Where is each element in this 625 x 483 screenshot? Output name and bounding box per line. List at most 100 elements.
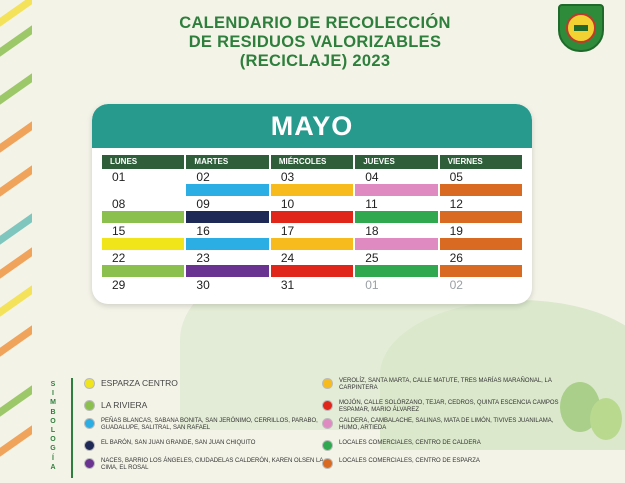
calendar-day-cell: 29 [102, 277, 184, 304]
legend-text: CALDERA, CAMBALACHE, SALINAS, MATA DE LI… [339, 418, 554, 431]
collection-color-bar [270, 184, 354, 196]
day-number: 16 [196, 224, 210, 238]
legend-color-dot-icon [322, 440, 333, 451]
collection-color-bar [355, 238, 438, 250]
municipal-seal-icon [558, 4, 604, 52]
legend-color-dot-icon [84, 440, 95, 451]
deco-stripe [0, 121, 32, 160]
collection-color-bar [439, 238, 523, 250]
weekday-label: VIERNES [439, 155, 523, 169]
day-number: 19 [449, 224, 463, 238]
collection-color-bar [355, 265, 438, 277]
legend-item: PEÑAS BLANCAS, SABANA BONITA, SAN JERÓNI… [84, 418, 324, 432]
calendar-week-row: 15 16 17 18 19 [102, 223, 523, 250]
day-number: 25 [365, 251, 379, 265]
day-number: 17 [280, 224, 295, 238]
legend-item: LOCALES COMERCIALES, CENTRO DE ESPARZA [322, 458, 562, 469]
legend-item: EL BARÓN, SAN JUAN GRANDE, SAN JUAN CHIQ… [84, 440, 324, 451]
calendar-day-cell: 01 [102, 169, 184, 196]
calendar-week-row: 29 30 31 01 02 [102, 277, 522, 304]
deco-stripe [0, 425, 32, 464]
deco-stripe [0, 25, 32, 64]
legend-text: LA RIVIERA [101, 400, 148, 410]
legend-item: CALDERA, CAMBALACHE, SALINAS, MATA DE LI… [322, 418, 562, 432]
calendar-day-cell: 17 [270, 223, 354, 250]
calendar-day-cell: 24 [270, 250, 354, 277]
legend-text: LOCALES COMERCIALES, CENTRO DE ESPARZA [339, 458, 480, 464]
title-line-1: CALENDARIO DE RECOLECCIÓN [179, 14, 451, 32]
calendar-day-cell: 23 [186, 250, 269, 277]
page-title: CALENDARIO DE RECOLECCIÓN DE RESIDUOS VA… [150, 14, 480, 71]
collection-color-bar [270, 238, 354, 250]
calendar-day-cell: 11 [355, 196, 438, 223]
legend-color-dot-icon [322, 418, 333, 429]
day-number: 12 [449, 197, 463, 211]
calendar-day-cell: 19 [439, 223, 523, 250]
collection-color-bar [355, 184, 438, 196]
calendar-grid: LUNES MARTES MIÉRCOLES JUEVES VIERNES 01 02 03… [102, 155, 523, 304]
legend-text: VEROLÍZ, SANTA MARTA, CALLE MATUTE, TRES… [339, 378, 552, 391]
collection-color-bar [102, 211, 185, 223]
legend-item: LOCALES COMERCIALES, CENTRO DE CALDERA [322, 440, 562, 451]
calendar-day-cell: 09 [186, 196, 269, 223]
legend-item: NACES, BARRIO LOS ÁNGELES, CIUDADELAS CA… [84, 458, 324, 472]
tree-shape [590, 398, 622, 440]
calendar-day-cell: 18 [355, 223, 438, 250]
legend-color-dot-icon [322, 458, 333, 469]
legend-text: PEÑAS BLANCAS, SABANA BONITA, SAN JERÓNI… [101, 418, 318, 431]
legend-color-dot-icon [84, 400, 95, 411]
weekday-header: LUNES MARTES MIÉRCOLES JUEVES VIERNES [102, 155, 523, 169]
calendar-day-cell: 30 [186, 277, 268, 304]
deco-stripe [0, 213, 32, 252]
calendar-day-cell: 12 [439, 196, 523, 223]
weekday-label: JUEVES [355, 155, 438, 169]
calendar-day-cell: 25 [355, 250, 438, 277]
day-number: 05 [449, 170, 463, 184]
legend-item: VEROLÍZ, SANTA MARTA, CALLE MATUTE, TRES… [322, 378, 562, 392]
calendar-day-cell: 01 [355, 277, 437, 304]
collection-color-bar [102, 265, 185, 277]
day-number: 23 [196, 251, 210, 265]
legend-item: MOJÓN, CALLE SOLÓRZANO, TEJAR, CEDROS, Q… [322, 400, 562, 414]
weekday-label: LUNES [102, 155, 185, 169]
weekday-label: MARTES [186, 155, 269, 169]
day-number: 31 [280, 278, 295, 292]
legend-text: NACES, BARRIO LOS ÁNGELES, CIUDADELAS CA… [101, 458, 324, 471]
calendar-day-cell: 15 [102, 223, 185, 250]
title-line-3: (RECICLAJE) 2023 [239, 52, 391, 70]
day-number: 03 [280, 170, 295, 184]
day-number: 02 [196, 170, 210, 184]
legend-item: ESPARZA CENTRO [84, 378, 324, 389]
day-number: 01 [365, 278, 379, 292]
day-number: 09 [196, 197, 210, 211]
title-line-2: DE RESIDUOS VALORIZABLES [188, 33, 442, 51]
deco-stripe [0, 247, 32, 286]
legend-color-dot-icon [84, 418, 95, 429]
deco-stripe [0, 325, 32, 364]
legend-color-dot-icon [84, 458, 95, 469]
legend-text: ESPARZA CENTRO [101, 378, 178, 388]
calendar-week-row: 08 09 10 11 12 [102, 196, 523, 223]
collection-color-bar [355, 211, 438, 223]
legend-color-dot-icon [84, 378, 95, 389]
day-number: 11 [365, 197, 378, 211]
calendar-day-cell: 02 [186, 169, 269, 196]
calendar-week-row: 22 23 24 25 26 [102, 250, 523, 277]
collection-color-bar [270, 265, 354, 277]
month-title: MAYO [92, 104, 532, 148]
collection-color-bar [439, 211, 523, 223]
legend-text: LOCALES COMERCIALES, CENTRO DE CALDERA [339, 440, 481, 446]
day-number: 02 [449, 278, 463, 292]
collection-color-bar [186, 211, 269, 223]
calendar-day-cell: 05 [439, 169, 523, 196]
day-number: 30 [196, 278, 210, 292]
day-number: 04 [365, 170, 379, 184]
calendar-day-cell: 10 [270, 196, 354, 223]
collection-color-bar [439, 184, 523, 196]
day-number: 08 [112, 197, 126, 211]
legend-text: MOJÓN, CALLE SOLÓRZANO, TEJAR, CEDROS, Q… [339, 400, 559, 413]
legend-color-dot-icon [322, 400, 333, 411]
calendar-day-cell: 22 [102, 250, 185, 277]
day-number: 01 [112, 170, 126, 184]
